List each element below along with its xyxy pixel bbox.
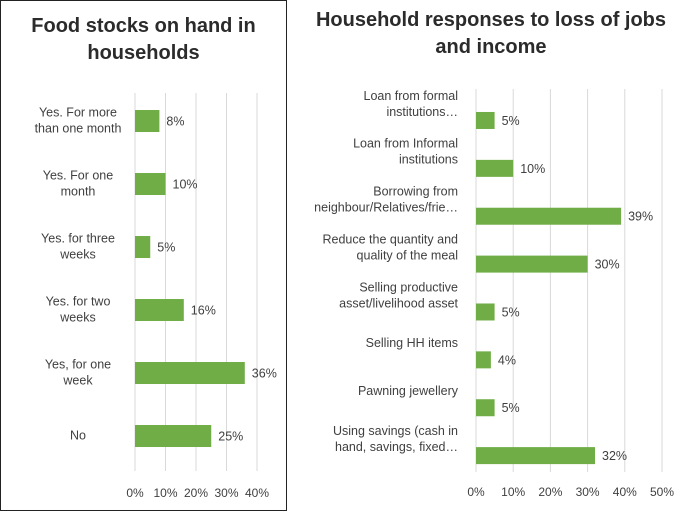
data-label: 10%	[520, 162, 545, 176]
data-label: 32%	[602, 449, 627, 463]
category-label: neighbour/Relatives/frie…	[314, 201, 458, 215]
x-tick-label: 50%	[650, 485, 674, 499]
category-label: month	[61, 185, 96, 199]
bar	[476, 159, 514, 177]
bar	[476, 111, 495, 129]
category-label: than one month	[35, 122, 122, 136]
data-label: 25%	[218, 430, 243, 444]
category-label: Yes. for two	[46, 295, 111, 309]
bar	[135, 362, 245, 385]
data-label: 30%	[595, 258, 620, 272]
category-label: Selling productive	[359, 280, 458, 294]
category-label: Yes. for three	[41, 232, 115, 246]
category-label: hand, savings, fixed…	[335, 440, 458, 454]
bar	[135, 236, 151, 259]
left-chart-plot: 0% 10% 20% 30% 40% 8% Yes. For more than one mo…	[35, 93, 277, 500]
x-tick-label: 10%	[153, 486, 177, 500]
category-label: Reduce the quantity and	[322, 232, 458, 246]
right-chart-title: Household responses to loss of jobs and …	[315, 9, 667, 58]
category-label: week	[62, 374, 93, 388]
x-tick-label: 30%	[214, 486, 238, 500]
x-tick-label: 20%	[184, 486, 208, 500]
right-chart-plot: 0% 10% 20% 30% 40% 50% 5% Loan from formal insti…	[314, 89, 674, 499]
x-tick-label: 20%	[538, 485, 562, 499]
bar	[135, 110, 160, 133]
data-label: 5%	[157, 241, 175, 255]
x-tick-label: 40%	[613, 485, 637, 499]
category-label: Yes, for one	[45, 358, 111, 372]
x-tick-label: 0%	[467, 485, 485, 499]
category-label: Selling HH items	[366, 336, 458, 350]
bar	[476, 207, 622, 225]
x-tick-label: 10%	[501, 485, 525, 499]
data-label: 4%	[498, 353, 516, 367]
left-chart-panel: Food stocks on hand in households 0% 10% 2…	[0, 0, 287, 511]
bar	[476, 447, 596, 465]
category-label: Loan from formal	[364, 89, 458, 103]
category-label: Loan from Informal	[353, 137, 458, 151]
category-label: institutions…	[386, 105, 458, 119]
category-label: Using savings (cash in	[333, 424, 458, 438]
category-label: Borrowing from	[373, 185, 458, 199]
data-label: 5%	[502, 114, 520, 128]
category-label: Yes. For more	[39, 106, 117, 120]
bar	[476, 351, 491, 369]
data-label: 8%	[166, 115, 184, 129]
bar	[476, 399, 495, 417]
category-label: weeks	[59, 311, 95, 325]
category-label: quality of the meal	[357, 248, 458, 262]
data-label: 5%	[502, 401, 520, 415]
category-label: Pawning jewellery	[358, 384, 459, 398]
x-tick-label: 30%	[576, 485, 600, 499]
x-tick-label: 40%	[245, 486, 269, 500]
category-label: weeks	[59, 248, 95, 262]
bar	[476, 303, 495, 321]
category-label: No	[70, 429, 86, 443]
data-label: 5%	[502, 305, 520, 319]
x-tick-label: 0%	[126, 486, 144, 500]
right-chart-panel: Household responses to loss of jobs and …	[292, 0, 700, 511]
bar	[476, 255, 588, 273]
category-label: asset/livelihood asset	[339, 296, 458, 310]
bar	[135, 173, 166, 196]
category-label: Yes. For one	[43, 169, 113, 183]
bar	[135, 425, 212, 448]
category-label: institutions	[399, 153, 458, 167]
data-label: 10%	[173, 178, 198, 192]
data-label: 16%	[191, 304, 216, 318]
bar	[135, 299, 184, 322]
left-chart-title: Food stocks on hand in households	[31, 15, 256, 64]
data-label: 39%	[628, 210, 653, 224]
data-label: 36%	[252, 367, 277, 381]
